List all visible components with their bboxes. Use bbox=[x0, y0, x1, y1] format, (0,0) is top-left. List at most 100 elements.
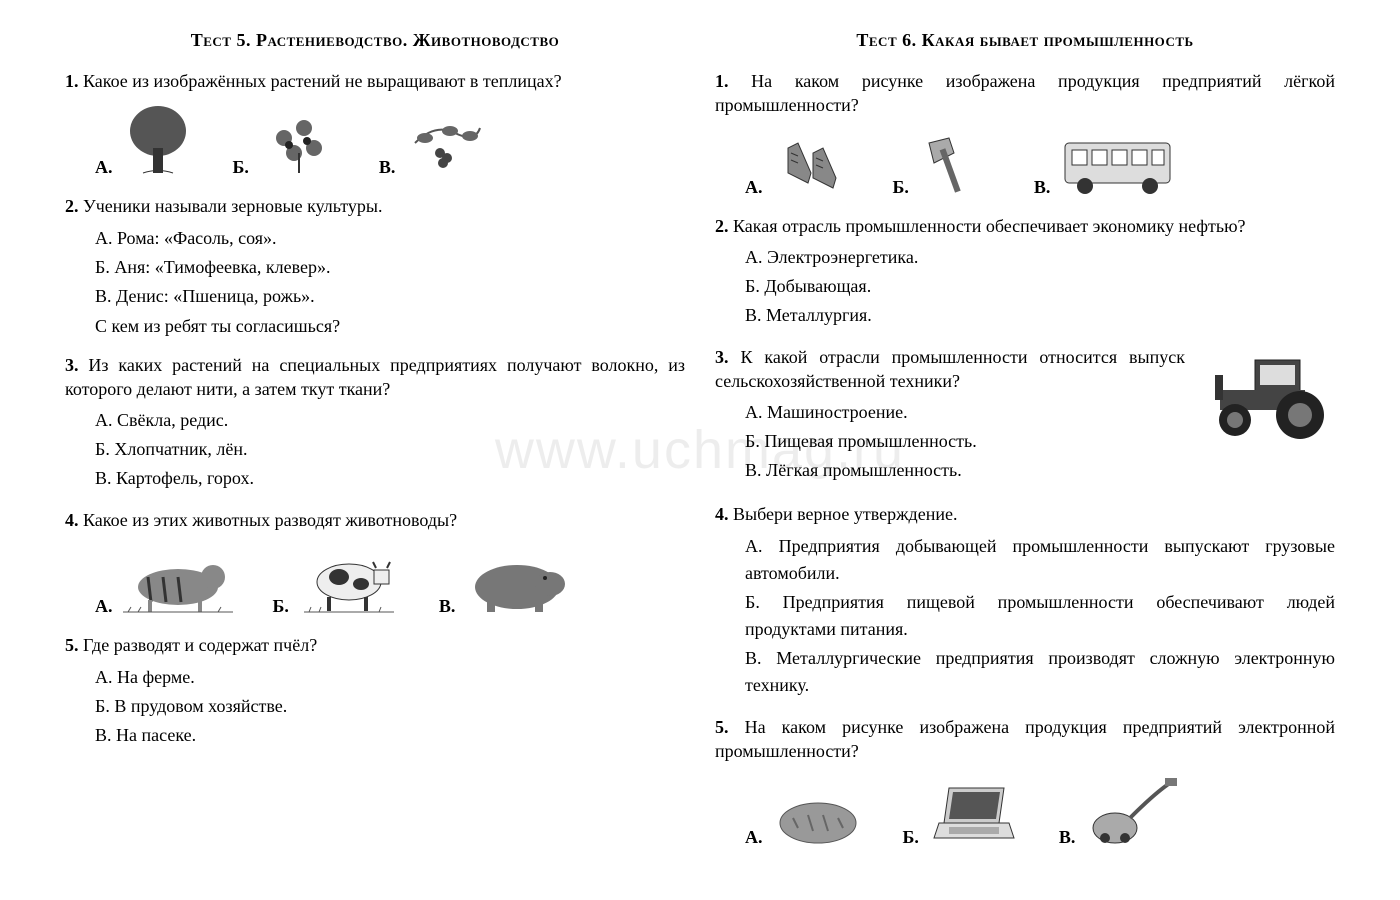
question-text: 5. На каком рисунке изображена продукция… bbox=[715, 715, 1335, 764]
opt-c: В. bbox=[1059, 773, 1181, 848]
opt-a: А. Свёкла, редис. bbox=[95, 407, 685, 434]
right-q1: 1. На каком рисунке изображена продукция… bbox=[715, 69, 1335, 198]
vacuum-icon bbox=[1085, 773, 1180, 848]
question-text: 2. Какая отрасль промышленности обеспечи… bbox=[715, 214, 1335, 238]
opt-c: В. Лёгкая промышленность. bbox=[745, 457, 1185, 484]
opt-b: Б. bbox=[903, 783, 1019, 848]
opt-label: Б. bbox=[903, 827, 919, 848]
opt-a: А. Рома: «Фасоль, соя». bbox=[95, 225, 685, 252]
question-text: 1. На каком рисунке изображена продукция… bbox=[715, 69, 1335, 118]
left-q4: 4. Какое из этих животных разводят живот… bbox=[65, 508, 685, 617]
q-body: Какое из изображённых растений не выращи… bbox=[83, 71, 562, 91]
question-text: 2. Ученики называли зерновые культуры. bbox=[65, 194, 685, 218]
test-6-title: Тест 6. Какая бывает промышленность bbox=[715, 30, 1335, 51]
image-options: А. Б. В. bbox=[745, 128, 1335, 198]
opt-c: В. На пасеке. bbox=[95, 722, 685, 749]
opt-label: А. bbox=[95, 157, 113, 178]
left-column: Тест 5. Растениеводство. Животноводство … bbox=[50, 30, 700, 870]
opt-a: А. Предприятия добывающей промышленности… bbox=[745, 533, 1335, 587]
opt-label: В. bbox=[439, 596, 456, 617]
opt-b: Б. bbox=[233, 103, 339, 178]
opt-b: Б. Пищевая промышленность. bbox=[745, 428, 1185, 455]
opt-c: В. Картофель, горох. bbox=[95, 465, 685, 492]
text-options: А. Предприятия добывающей промышленности… bbox=[745, 533, 1335, 699]
q-body: Какая отрасль промышленности обеспечивае… bbox=[733, 216, 1246, 236]
question-text: 5. Где разводят и содержат пчёл? bbox=[65, 633, 685, 657]
opt-b: Б. Хлопчатник, лён. bbox=[95, 436, 685, 463]
opt-label: В. bbox=[1059, 827, 1076, 848]
q-body: На каком рисунке изображена продукция пр… bbox=[715, 71, 1335, 115]
q-body: Выбери верное утверждение. bbox=[733, 504, 957, 524]
text-options: А. Электроэнергетика. Б. Добывающая. В. … bbox=[745, 244, 1335, 329]
followup-text: С кем из ребят ты согласишься? bbox=[95, 316, 685, 337]
opt-a: А. bbox=[745, 793, 863, 848]
cow-icon bbox=[299, 542, 399, 617]
text-options: А. На ферме. Б. В прудовом хозяйстве. В.… bbox=[95, 664, 685, 749]
opt-b: Б. Добывающая. bbox=[745, 273, 1335, 300]
tractor-icon bbox=[1205, 345, 1335, 445]
text-options: А. Свёкла, редис. Б. Хлопчатник, лён. В.… bbox=[95, 407, 685, 492]
image-options: А. Б. В. bbox=[745, 773, 1335, 848]
q-body: На каком рисунке изображена продукция пр… bbox=[715, 717, 1335, 761]
tiger-icon bbox=[123, 542, 233, 617]
q-body: Какое из этих животных разводят животнов… bbox=[83, 510, 457, 530]
q-body: Где разводят и содержат пчёл? bbox=[83, 635, 317, 655]
left-q5: 5. Где разводят и содержат пчёл? А. На ф… bbox=[65, 633, 685, 748]
vine-icon bbox=[405, 103, 490, 178]
tree-icon bbox=[123, 103, 193, 178]
right-column: Тест 6. Какая бывает промышленность 1. Н… bbox=[700, 30, 1350, 870]
image-options: А. Б. В. bbox=[95, 542, 685, 617]
opt-a: А. bbox=[745, 128, 853, 198]
opt-label: Б. bbox=[273, 596, 289, 617]
opt-a: А. bbox=[95, 542, 233, 617]
opt-b: Б. Предприятия пищевой промышленности об… bbox=[745, 589, 1335, 643]
boots-icon bbox=[773, 128, 853, 198]
opt-c: В. bbox=[439, 542, 571, 617]
q-body: К какой отрасли промышленности относится… bbox=[715, 347, 1185, 391]
question-text: 1. Какое из изображённых растений не выр… bbox=[65, 69, 685, 93]
question-text: 3. Из каких растений на специальных пред… bbox=[65, 353, 685, 402]
image-options: А. Б. В. bbox=[95, 103, 685, 178]
opt-label: Б. bbox=[233, 157, 249, 178]
opt-b: Б. В прудовом хозяйстве. bbox=[95, 693, 685, 720]
opt-b: Б. Аня: «Тимофеевка, клевер». bbox=[95, 254, 685, 281]
text-options: А. Рома: «Фасоль, соя». Б. Аня: «Тимофее… bbox=[95, 225, 685, 310]
opt-c: В. bbox=[379, 103, 491, 178]
opt-label: А. bbox=[95, 596, 113, 617]
opt-b: Б. bbox=[893, 128, 994, 198]
text-options: А. Машиностроение. Б. Пищевая промышленн… bbox=[745, 399, 1185, 484]
opt-a: А. bbox=[95, 103, 193, 178]
right-q4: 4. Выбери верное утверждение. А. Предпри… bbox=[715, 502, 1335, 698]
opt-c: В. bbox=[1034, 128, 1176, 198]
q-body: Ученики называли зерновые культуры. bbox=[83, 196, 383, 216]
opt-b: Б. bbox=[273, 542, 399, 617]
right-q3: 3. К какой отрасли промышленности относи… bbox=[715, 345, 1335, 487]
right-q2: 2. Какая отрасль промышленности обеспечи… bbox=[715, 214, 1335, 329]
opt-label: А. bbox=[745, 827, 763, 848]
opt-label: Б. bbox=[893, 177, 909, 198]
laptop-icon bbox=[929, 783, 1019, 848]
opt-c: В. Металлургические предприятия производ… bbox=[745, 645, 1335, 699]
opt-label: А. bbox=[745, 177, 763, 198]
opt-a: А. На ферме. bbox=[95, 664, 685, 691]
opt-a: А. Электроэнергетика. bbox=[745, 244, 1335, 271]
hippo-icon bbox=[465, 542, 570, 617]
bread-icon bbox=[773, 793, 863, 848]
left-q2: 2. Ученики называли зерновые культуры. А… bbox=[65, 194, 685, 336]
right-q5: 5. На каком рисунке изображена продукция… bbox=[715, 715, 1335, 849]
opt-label: В. bbox=[1034, 177, 1051, 198]
bus-icon bbox=[1060, 128, 1175, 198]
left-q1: 1. Какое из изображённых растений не выр… bbox=[65, 69, 685, 178]
left-q3: 3. Из каких растений на специальных пред… bbox=[65, 353, 685, 493]
opt-a: А. Машиностроение. bbox=[745, 399, 1185, 426]
q-body: Из каких растений на специальных предпри… bbox=[65, 355, 685, 399]
question-text: 4. Какое из этих животных разводят живот… bbox=[65, 508, 685, 532]
opt-c: В. Металлургия. bbox=[745, 302, 1335, 329]
test-5-title: Тест 5. Растениеводство. Животноводство bbox=[65, 30, 685, 51]
axe-icon bbox=[919, 128, 994, 198]
opt-c: В. Денис: «Пшеница, рожь». bbox=[95, 283, 685, 310]
question-text: 3. К какой отрасли промышленности относи… bbox=[715, 345, 1185, 394]
bush-icon bbox=[259, 103, 339, 178]
question-text: 4. Выбери верное утверждение. bbox=[715, 502, 1335, 526]
opt-label: В. bbox=[379, 157, 396, 178]
